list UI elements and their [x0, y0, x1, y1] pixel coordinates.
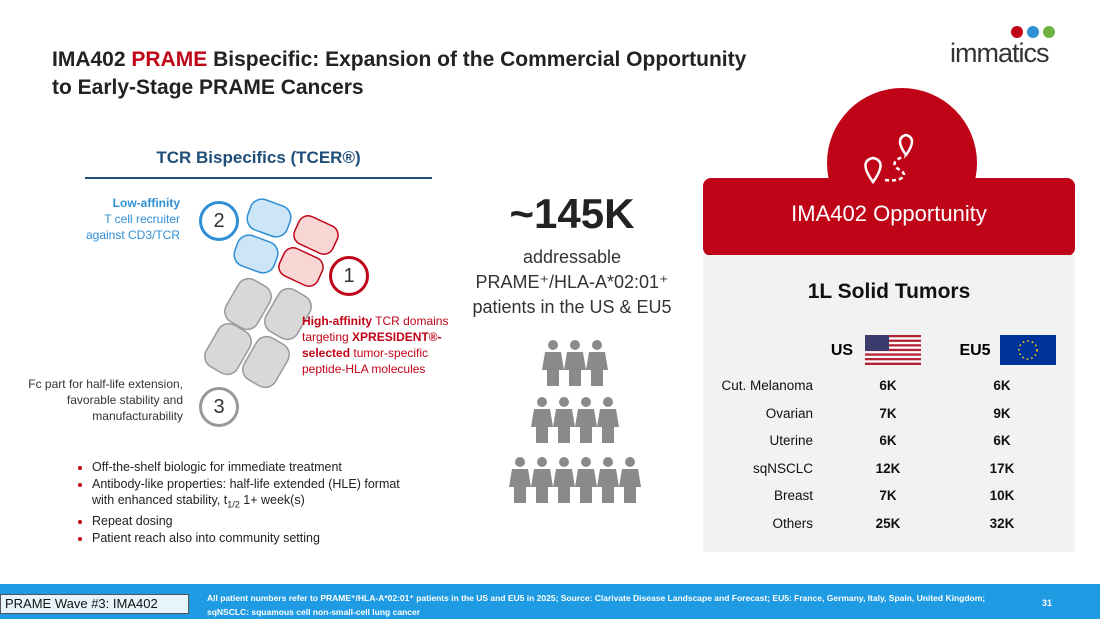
- bullet: Off-the-shelf biologic for immediate tre…: [92, 459, 458, 476]
- title-part: Bispecific: Expansion of the Commercial …: [213, 48, 747, 71]
- label-text: against CD3/TCR: [85, 228, 180, 242]
- bullet: Repeat dosing: [92, 513, 458, 530]
- row-label: Ovarian: [765, 405, 813, 421]
- person-icon: [619, 457, 641, 503]
- opportunity-panel: [703, 88, 1075, 552]
- person-icon: [575, 457, 597, 503]
- logo-dots: [1011, 26, 1055, 38]
- eu5-value: 9K: [993, 405, 1011, 421]
- person-icon: [564, 340, 586, 386]
- footnote: All patient numbers refer to PRAME⁺/HLA-…: [207, 593, 986, 617]
- table-row: Uterine 6K 6K: [703, 433, 1075, 453]
- us-value: 12K: [875, 460, 901, 476]
- big-number: ~145K: [509, 190, 635, 237]
- label-bold: Low-affinity: [112, 196, 180, 210]
- eu5-value: 10K: [989, 488, 1015, 504]
- us-value: 25K: [875, 516, 901, 531]
- label-3: Fc part for half-life extension, favorab…: [10, 376, 183, 424]
- page-number: 31: [1042, 598, 1053, 608]
- label-text: tumor-specific: [353, 346, 429, 360]
- table-row: Others 25K 32K: [703, 516, 1075, 536]
- title-highlight: PRAME: [131, 48, 208, 71]
- bullet-text: 1+ week(s): [239, 493, 305, 507]
- person-icon: [531, 397, 553, 443]
- heading-rule: [85, 177, 432, 179]
- us-value: 7K: [879, 405, 897, 421]
- eu-flag: [1000, 335, 1056, 365]
- column-header: EU5: [959, 342, 991, 359]
- person-icon: [575, 397, 597, 443]
- bullet-list: Off-the-shelf biologic for immediate tre…: [78, 459, 458, 546]
- eu5-value: 6K: [993, 433, 1011, 449]
- row-label: Breast: [773, 488, 813, 504]
- eu5-value: 17K: [989, 460, 1015, 476]
- label-text: TCR domains: [375, 314, 449, 328]
- people-icons: [509, 340, 641, 503]
- bullet: Patient reach also into community settin…: [92, 530, 458, 547]
- title-part: to Early-Stage PRAME Cancers: [52, 76, 364, 99]
- eu5-value: 32K: [989, 516, 1015, 531]
- label-text: T cell recruiter: [104, 212, 180, 226]
- title-part: IMA402: [52, 48, 126, 71]
- footer-tag: PRAME Wave #3: IMA402: [0, 594, 189, 614]
- column-header: US: [830, 342, 854, 359]
- label-text: favorable stability and: [66, 393, 183, 407]
- panel-header: IMA402 Opportunity: [791, 201, 987, 226]
- us-value: 6K: [879, 433, 897, 449]
- caption-line: addressable: [522, 247, 622, 267]
- section-heading: TCR Bispecifics (TCER®): [156, 148, 361, 167]
- antibody-diagram: [204, 198, 339, 389]
- big-number-caption: addressable PRAME⁺/HLA-A*02:01⁺ patients…: [452, 245, 692, 320]
- table-row: sqNSCLC 12K 17K: [703, 461, 1075, 481]
- person-icon: [553, 397, 575, 443]
- title: IMA402 PRAME Bispecific: Expansion of th…: [52, 46, 746, 102]
- us-value: 7K: [879, 488, 897, 504]
- bullet-text: Antibody-like properties: half-life exte…: [92, 476, 400, 491]
- eu5-value: 6K: [993, 378, 1011, 393]
- label-text: Fc part for half-life extension,: [28, 377, 183, 391]
- person-icon: [553, 457, 575, 503]
- person-icon: [509, 457, 531, 503]
- label-bold: High-affinity: [302, 314, 372, 328]
- person-icon: [586, 340, 608, 386]
- row-label: Cut. Melanoma: [721, 378, 813, 393]
- label-2: Low-affinity T cell recruiter against CD…: [60, 195, 180, 243]
- panel-subtitle: 1L Solid Tumors: [807, 280, 971, 303]
- us-flag: [865, 335, 921, 365]
- table-row: Ovarian 7K 9K: [703, 406, 1075, 426]
- person-icon: [597, 397, 619, 443]
- label-bold: XPRESIDENT®-: [352, 330, 442, 344]
- label-text: targeting: [302, 330, 349, 344]
- bullet-text: with enhanced stability, t: [92, 493, 228, 507]
- subscript: 1/2: [227, 499, 240, 510]
- us-value: 6K: [879, 378, 897, 393]
- marker-3: 3: [199, 387, 239, 427]
- marker-1: 1: [329, 256, 369, 296]
- logo: immatics: [950, 38, 1049, 68]
- label-bold: selected: [302, 346, 351, 360]
- label-1: High-affinity TCR domains targeting XPRE…: [302, 313, 462, 377]
- table-row: Breast 7K 10K: [703, 488, 1075, 508]
- label-text: manufacturability: [92, 409, 183, 423]
- person-icon: [542, 340, 564, 386]
- label-text: peptide-HLA molecules: [302, 362, 426, 376]
- caption-line: patients in the US & EU5: [472, 297, 672, 317]
- person-icon: [531, 457, 553, 503]
- marker-2: 2: [199, 201, 239, 241]
- bullet: Antibody-like properties: half-life exte…: [92, 476, 458, 514]
- caption-line: PRAME⁺/HLA-A*02:01⁺: [475, 272, 669, 292]
- row-label: Uterine: [769, 433, 813, 449]
- table-row: Cut. Melanoma 6K 6K: [703, 378, 1075, 398]
- row-label: sqNSCLC: [752, 460, 813, 476]
- row-label: Others: [772, 516, 813, 531]
- person-icon: [597, 457, 619, 503]
